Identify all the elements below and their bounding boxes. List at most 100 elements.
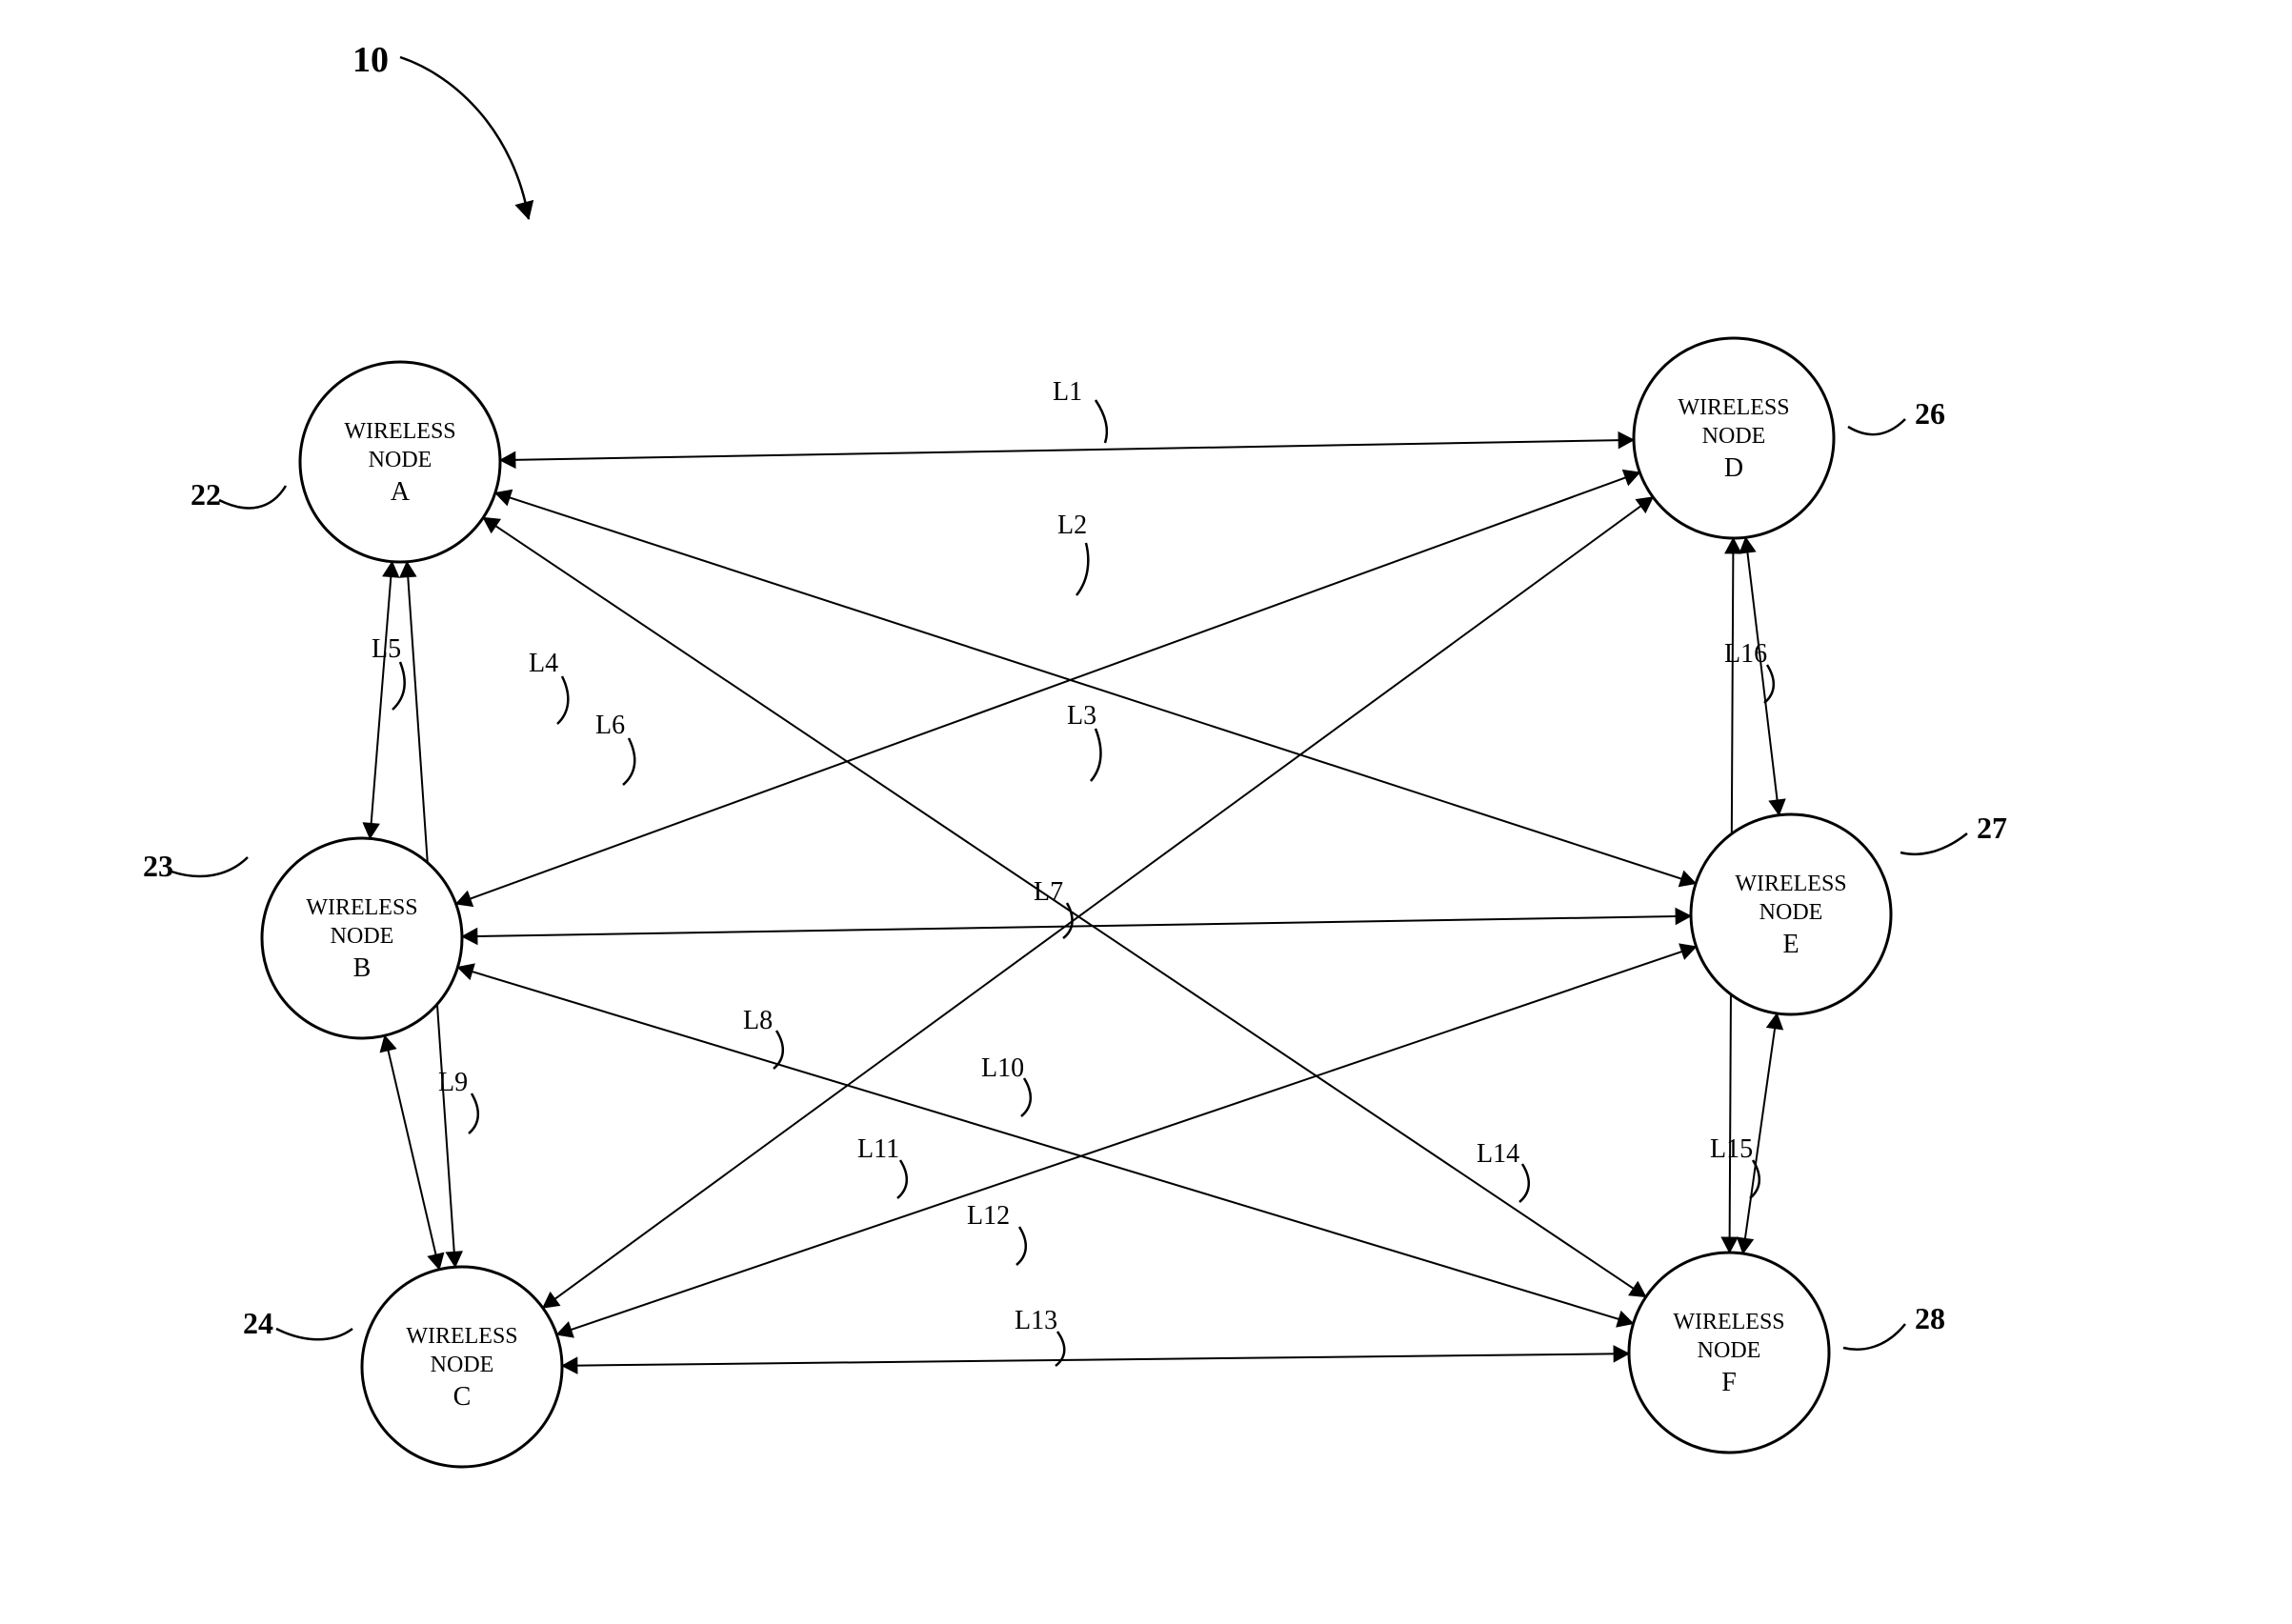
edge-B-F (457, 967, 1633, 1323)
arrowhead-AC (446, 1252, 462, 1267)
node-a-label2: NODE (369, 448, 432, 472)
edge-label-l8: L8 (743, 1006, 773, 1035)
arrowhead-ED (1739, 537, 1756, 553)
node-f-label1: WIRELESS (1673, 1310, 1784, 1334)
edge-D-E (1746, 537, 1779, 814)
arrowhead-FB (457, 964, 474, 979)
edge-C-F (562, 1353, 1629, 1366)
edge-A-B (370, 562, 392, 839)
edge-label-leader-l4 (557, 676, 568, 724)
edge-E-F (1743, 1013, 1778, 1253)
edge-label-leader-l5 (392, 662, 405, 710)
edge-label-l6: L6 (595, 711, 625, 740)
arrowhead-CE (1679, 944, 1697, 959)
node-e-letter: E (1782, 930, 1799, 959)
edge-label-l9: L9 (438, 1068, 468, 1097)
edge-label-l5: L5 (372, 634, 401, 664)
edge-label-leader-l10 (1021, 1078, 1031, 1116)
edge-label-l10: L10 (981, 1053, 1024, 1083)
node-f-label2: NODE (1698, 1338, 1761, 1363)
edge-label-l11: L11 (857, 1134, 899, 1164)
node-ref-leader-e (1900, 833, 1967, 854)
edge-label-leader-l12 (1016, 1227, 1026, 1265)
edge-A-D (500, 440, 1634, 460)
edge-C-E (556, 947, 1696, 1334)
node-d-label2: NODE (1702, 424, 1766, 449)
arrowhead-DE (1769, 799, 1785, 815)
arrowhead-DC (543, 1293, 560, 1308)
edge-label-l13: L13 (1015, 1306, 1057, 1335)
node-e-label2: NODE (1759, 900, 1823, 925)
node-f-letter: F (1721, 1368, 1737, 1397)
node-b-label1: WIRELESS (306, 895, 417, 920)
arrowhead-CD (1636, 497, 1653, 512)
figure-arrow-head (515, 201, 533, 219)
node-b-label2: NODE (331, 924, 394, 949)
edge-label-l1: L1 (1053, 377, 1082, 407)
node-ref-leader-f (1843, 1324, 1905, 1350)
node-c-letter: C (453, 1382, 472, 1412)
arrowhead-EA (495, 490, 513, 505)
node-ref-d: 26 (1915, 396, 1945, 431)
node-ref-f: 28 (1915, 1301, 1945, 1335)
arrowhead-EF (1738, 1237, 1754, 1253)
edge-label-leader-l3 (1091, 729, 1100, 781)
arrowhead-AE (1679, 872, 1696, 887)
arrowhead-DA (500, 451, 515, 468)
edge-B-C (385, 1035, 439, 1269)
arrowhead-AF (1629, 1282, 1646, 1297)
node-c-label2: NODE (431, 1353, 494, 1377)
arrowhead-DF (1721, 1237, 1738, 1253)
arrowhead-CA (400, 562, 416, 577)
arrowhead-FD (1725, 538, 1741, 553)
arrowhead-CB (380, 1035, 395, 1052)
edge-label-l14: L14 (1477, 1139, 1519, 1169)
node-c-label1: WIRELESS (406, 1324, 517, 1349)
node-ref-e: 27 (1977, 811, 2007, 845)
node-ref-c: 24 (243, 1306, 273, 1340)
edge-label-l4: L4 (529, 649, 558, 678)
arrowhead-AD (1618, 432, 1634, 449)
network-diagram: 10 L1 L2 L3 L4 L5 L6 L7 L8 L9 L10 L11 L12 L13 L14 L15 L1… (0, 0, 2292, 1624)
edge-label-l7: L7 (1034, 877, 1063, 907)
edge-label-l12: L12 (967, 1201, 1010, 1231)
node-d-label1: WIRELESS (1678, 395, 1789, 420)
edge-label-leader-l1 (1096, 400, 1107, 443)
arrowhead-FA (483, 517, 500, 532)
edge-label-leader-l9 (469, 1093, 478, 1133)
arrowhead-FE (1767, 1013, 1783, 1030)
edge-label-l16: L16 (1724, 639, 1767, 669)
node-ref-leader-c (276, 1329, 352, 1339)
figure-arrow (400, 57, 529, 219)
arrowhead-FC (562, 1357, 577, 1373)
figure-number: 10 (352, 40, 389, 80)
node-b-letter: B (353, 953, 372, 983)
edge-label-l15: L15 (1710, 1134, 1753, 1164)
node-e-label1: WIRELESS (1735, 872, 1846, 896)
edge-label-leader-l6 (623, 738, 634, 785)
node-ref-leader-b (171, 857, 248, 876)
arrowhead-CF (1614, 1346, 1629, 1362)
node-a-letter: A (391, 477, 411, 507)
node-d-letter: D (1724, 453, 1743, 483)
edge-A-F (483, 517, 1646, 1296)
arrowhead-BC (428, 1253, 443, 1269)
node-ref-leader-a (219, 486, 286, 508)
arrowhead-EB (462, 929, 477, 945)
edge-label-leader-l11 (897, 1160, 907, 1198)
edge-label-leader-l2 (1076, 543, 1088, 595)
arrowhead-BA (383, 562, 399, 578)
arrowhead-BD (1623, 470, 1640, 485)
arrowhead-EC (556, 1322, 573, 1337)
arrowhead-DB (456, 892, 473, 907)
node-a-label1: WIRELESS (344, 419, 455, 444)
edge-label-l3: L3 (1067, 701, 1096, 731)
edge-label-l2: L2 (1057, 511, 1087, 540)
node-ref-a: 22 (191, 477, 221, 511)
node-ref-b: 23 (143, 849, 173, 883)
edge-label-leader-l14 (1519, 1164, 1529, 1202)
arrowhead-AB (363, 823, 379, 839)
edges-layer (363, 432, 1785, 1373)
arrowhead-BE (1676, 909, 1691, 925)
node-ref-leader-d (1848, 419, 1905, 434)
